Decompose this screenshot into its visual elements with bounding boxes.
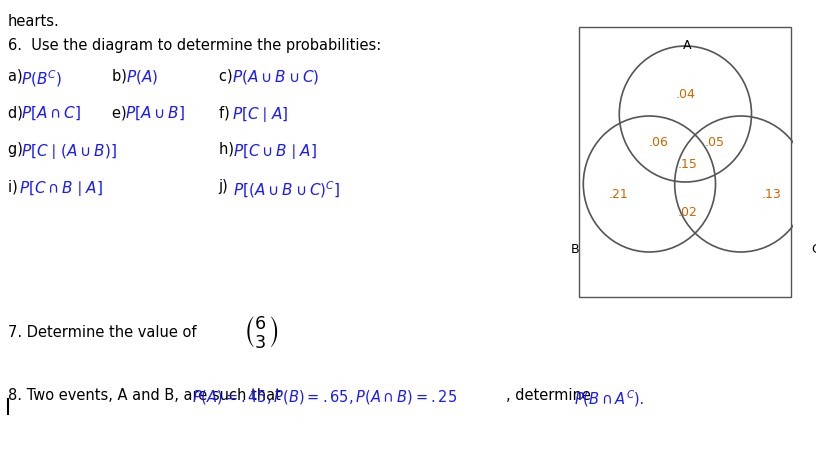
Text: .15: .15: [677, 158, 697, 171]
Text: 6.  Use the diagram to determine the probabilities:: 6. Use the diagram to determine the prob…: [8, 38, 381, 53]
Text: $P(A) = .45, P(B) = .65, P(A \cap B) = .25$: $P(A) = .45, P(B) = .65, P(A \cap B) = .…: [192, 387, 457, 405]
Text: , determine: , determine: [506, 387, 595, 402]
Text: $P(A)$: $P(A)$: [126, 68, 158, 86]
Text: $P(A \cup B \cup C)$: $P(A \cup B \cup C)$: [233, 68, 320, 86]
Text: b): b): [112, 68, 131, 83]
Text: $P[C \cup B \mid A]$: $P[C \cup B \mid A]$: [233, 142, 317, 161]
Text: $P[C \mid (A \cup B)]$: $P[C \mid (A \cup B)]$: [21, 142, 118, 161]
Text: .21: .21: [609, 188, 628, 201]
Text: hearts.: hearts.: [8, 14, 60, 29]
Text: c): c): [219, 68, 237, 83]
Text: $P[C \cap B \mid A]$: $P[C \cap B \mid A]$: [20, 179, 104, 197]
Text: $P[C \mid A]$: $P[C \mid A]$: [233, 105, 289, 124]
FancyBboxPatch shape: [579, 28, 792, 297]
Text: $P[A \cup B]$: $P[A \cup B]$: [126, 105, 185, 122]
Text: $P(B^C)$: $P(B^C)$: [21, 68, 63, 89]
Text: .04: .04: [676, 88, 695, 101]
Text: $P[(A \cup B \cup C)^C]$: $P[(A \cup B \cup C)^C]$: [233, 179, 341, 199]
Text: $P(B \cap A^C)$.: $P(B \cap A^C)$.: [574, 387, 644, 408]
Text: j): j): [219, 179, 233, 194]
Text: g): g): [8, 142, 27, 157]
Text: i): i): [8, 179, 22, 194]
Text: 7. Determine the value of: 7. Determine the value of: [8, 325, 197, 339]
Text: d): d): [8, 105, 27, 120]
Text: B: B: [571, 242, 579, 256]
Text: A: A: [683, 39, 692, 52]
Text: e): e): [112, 105, 131, 120]
Text: .05: .05: [704, 136, 725, 149]
Text: C: C: [811, 242, 816, 256]
Text: $P[A \cap C]$: $P[A \cap C]$: [21, 105, 82, 122]
Text: .13: .13: [762, 188, 782, 201]
Text: .06: .06: [648, 136, 668, 149]
Text: f): f): [219, 105, 234, 120]
Text: a): a): [8, 68, 27, 83]
Text: h): h): [219, 142, 238, 157]
Text: $\binom{6}{3}$: $\binom{6}{3}$: [243, 313, 279, 349]
Text: 8. Two events, A and B, are such that: 8. Two events, A and B, are such that: [8, 387, 290, 402]
Text: .02: .02: [677, 206, 697, 219]
